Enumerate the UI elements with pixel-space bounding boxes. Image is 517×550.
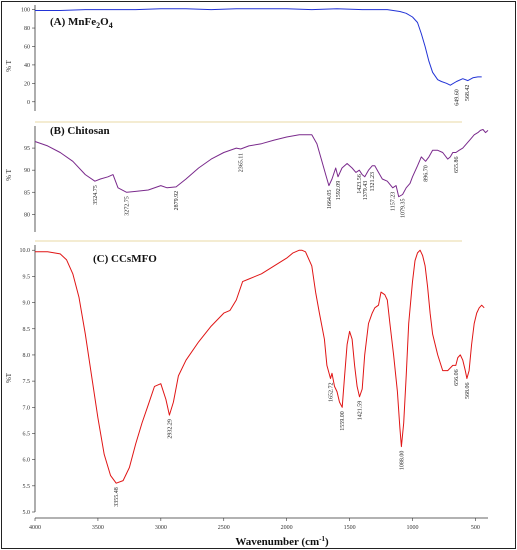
y-tick-label: 40 xyxy=(24,63,30,69)
x-tick-label: 2500 xyxy=(218,525,230,531)
y-tick-label: 100 xyxy=(21,8,30,14)
y-tick-label: 0 xyxy=(27,100,30,106)
peak-label: 2932.29 xyxy=(167,419,173,439)
spectrum-line xyxy=(35,8,482,86)
y-tick-label: 8.0 xyxy=(23,353,31,359)
peak-label: 1559.00 xyxy=(340,411,346,431)
x-tick-label: 2000 xyxy=(281,525,293,531)
y-tick-label: 6.5 xyxy=(23,431,31,437)
panel-a-mnfe2o4: (A) MnFe2O4 % T 100 80 60 40 20 0 649.60 568.42 xyxy=(5,5,482,111)
y-tick-label: 20 xyxy=(24,81,30,87)
y-tick-label: 5.0 xyxy=(23,510,31,516)
peak-label: 1652.72 xyxy=(328,383,334,403)
y-tick-label: 8.5 xyxy=(23,327,31,333)
x-tick-label: 1000 xyxy=(407,525,419,531)
panel-a-ylabel: % T xyxy=(5,59,13,71)
spectrum-line xyxy=(35,249,485,484)
x-tick-label: 4000 xyxy=(29,525,41,531)
peak-label: 2879.92 xyxy=(174,191,180,211)
peak-label: 1321.23 xyxy=(370,172,376,192)
peak-label: 1157.23 xyxy=(391,192,397,211)
y-tick-label: 95 xyxy=(24,146,30,152)
y-tick-label: 85 xyxy=(24,190,30,196)
x-tick-label: 1500 xyxy=(344,525,356,531)
peak-label: 1088.00 xyxy=(399,451,405,471)
x-tick-label: 3000 xyxy=(155,525,167,531)
y-tick-label: 9.0 xyxy=(23,301,31,307)
panel-c-title: (C) CCsMFO xyxy=(93,253,157,265)
x-tick-label: 3500 xyxy=(92,525,104,531)
peak-label: 1423.56 xyxy=(357,174,363,194)
peak-label: 3355.48 xyxy=(114,487,120,507)
peak-label: 1664.05 xyxy=(327,190,333,210)
peak-label: 3272.75 xyxy=(125,196,131,216)
peak-label: 1592.09 xyxy=(336,181,342,201)
panel-b-ylabel: % T xyxy=(5,168,13,180)
spectrum-line xyxy=(34,129,489,198)
y-tick-label: 7.0 xyxy=(23,405,31,411)
y-tick-label: 6.0 xyxy=(23,458,31,464)
y-tick-label: 80 xyxy=(24,26,30,32)
y-tick-label: 7.5 xyxy=(23,379,31,385)
peak-label: 568.42 xyxy=(465,85,471,102)
y-tick-label: 80 xyxy=(24,212,30,218)
y-tick-label: 60 xyxy=(24,44,30,50)
x-axis-label: Wavenumber (cm-1) xyxy=(235,535,329,548)
y-tick-label: 10.0 xyxy=(20,248,31,254)
panel-c-ylabel: %T xyxy=(5,372,13,383)
peak-label: 2365.11 xyxy=(239,153,245,172)
peak-label: 1379.43 xyxy=(363,181,369,201)
panel-b-chitosan: (B) Chitosan % T 95 90 85 80 3524.75 3272.75 2… xyxy=(5,125,489,232)
panel-b-title: (B) Chitosan xyxy=(50,125,110,137)
peak-label: 649.60 xyxy=(455,89,461,106)
peak-label: 896.70 xyxy=(424,165,430,182)
y-tick-label: 90 xyxy=(24,168,30,174)
x-tick-label: 500 xyxy=(471,525,480,531)
peak-label: 655.86 xyxy=(454,157,460,174)
panel-c-ccsmfo: (C) CCsMFO %T Wavenumber (cm-1) 10.0 9.5 9… xyxy=(5,245,488,548)
peak-label: 3524.75 xyxy=(93,185,99,205)
y-tick-label: 9.5 xyxy=(23,274,31,280)
peak-label: 1421.59 xyxy=(357,401,363,421)
peak-label: 656.06 xyxy=(454,369,460,386)
y-tick-label: 5.5 xyxy=(23,484,31,490)
peak-label: 1079.35 xyxy=(401,199,407,219)
panel-a-title: (A) MnFe2O4 xyxy=(50,16,113,30)
peak-label: 568.06 xyxy=(465,383,471,400)
